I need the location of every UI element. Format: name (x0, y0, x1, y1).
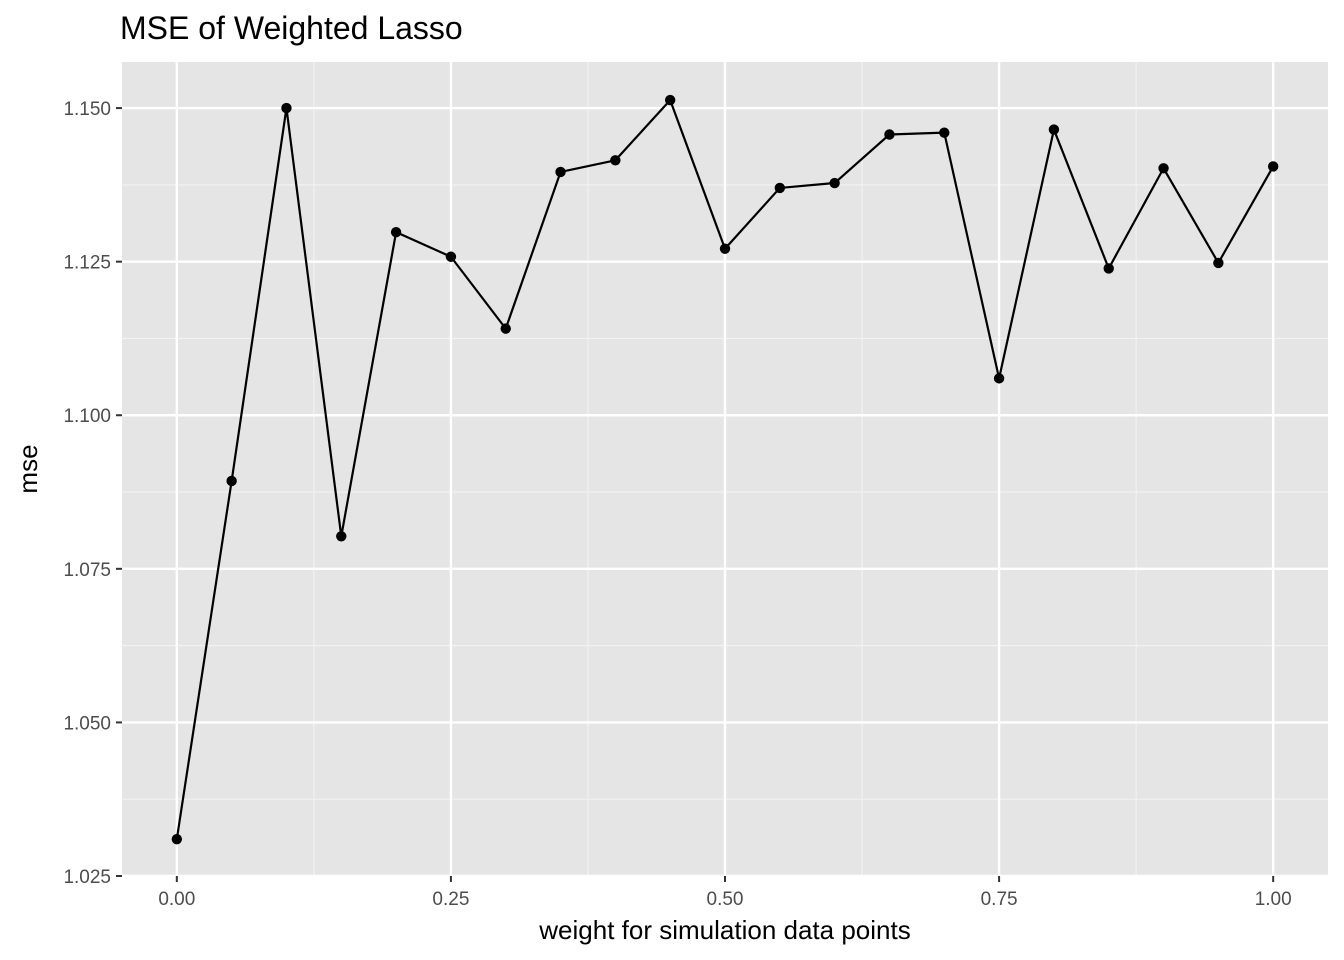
data-point (555, 166, 566, 178)
y-tick-label: 1.075 (63, 560, 111, 581)
data-point (445, 251, 457, 262)
x-tick-label: 0.25 (432, 889, 469, 910)
x-axis-title: weight for simulation data points (538, 915, 910, 945)
x-tick-label: 0.75 (981, 889, 1018, 910)
y-tick-label: 1.150 (63, 99, 111, 120)
y-tick-label: 1.125 (63, 253, 111, 274)
data-point (664, 94, 676, 106)
data-point (281, 102, 292, 114)
chart-title: MSE of Weighted Lasso (120, 10, 463, 46)
data-point (1267, 161, 1279, 172)
data-series (171, 94, 1279, 845)
data-point (610, 155, 621, 166)
x-tick-label: 0.50 (707, 889, 744, 910)
data-point (336, 531, 347, 542)
data-point (939, 127, 950, 138)
axis-ticks (116, 107, 1275, 882)
data-point (171, 833, 183, 845)
data-point (1048, 124, 1060, 135)
y-tick-label: 1.050 (63, 713, 111, 734)
data-point (226, 475, 237, 487)
y-tick-label: 1.025 (63, 867, 111, 888)
data-point (1103, 263, 1114, 274)
data-point (1158, 163, 1169, 174)
data-point (993, 373, 1005, 384)
y-tick-labels: 1.025 1.050 1.075 1.100 1.125 1.150 (63, 99, 111, 888)
x-tick-labels: 0.00 0.25 0.50 0.75 1.00 (158, 889, 1291, 910)
data-point (1213, 257, 1224, 269)
y-axis-title: mse (13, 444, 43, 493)
y-tick-label: 1.100 (63, 406, 111, 427)
data-point (884, 129, 895, 140)
data-point (774, 182, 786, 194)
data-point (390, 226, 402, 238)
data-point (829, 177, 840, 189)
x-tick-label: 1.00 (1255, 889, 1292, 910)
x-tick-label: 0.00 (158, 889, 195, 910)
data-point (500, 323, 511, 334)
data-point (719, 243, 731, 254)
